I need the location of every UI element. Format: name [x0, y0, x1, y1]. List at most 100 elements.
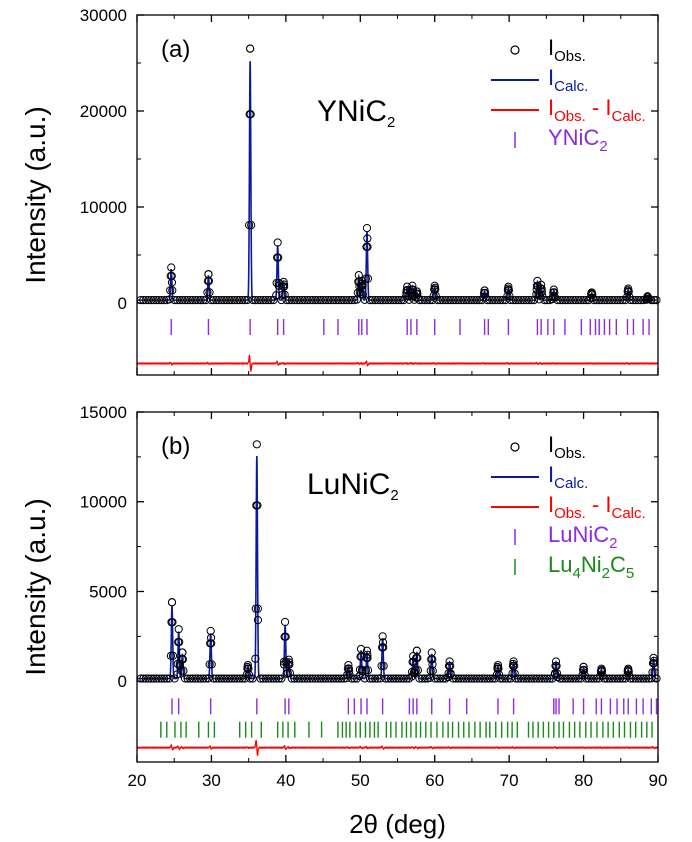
- legend-label: ICalc.: [548, 462, 588, 492]
- observed-point: [384, 296, 393, 305]
- observed-point: [266, 296, 276, 305]
- observed-point: [209, 674, 218, 683]
- observed-point: [193, 674, 203, 683]
- formula-part: LuNiC: [548, 522, 609, 547]
- observed-point: [451, 296, 461, 305]
- observed-point: [180, 674, 190, 683]
- observed-point: [178, 655, 188, 664]
- observed-point: [641, 674, 651, 683]
- observed-point: [386, 674, 395, 683]
- legend-subscript: Obs.: [554, 445, 586, 462]
- observed-point: [403, 286, 412, 295]
- observed-point: [378, 632, 387, 641]
- formula-part: Lu: [548, 552, 572, 577]
- x-tick-label: 90: [649, 771, 668, 790]
- observed-point: [272, 291, 281, 300]
- observed-point: [378, 296, 388, 305]
- observed-point: [561, 674, 570, 683]
- observed-point: [519, 296, 528, 305]
- observed-point: [545, 674, 554, 683]
- observed-point: [376, 296, 385, 305]
- observed-point: [292, 296, 302, 305]
- observed-point: [204, 674, 213, 683]
- observed-point: [475, 674, 484, 683]
- observed-point: [251, 296, 260, 305]
- observed-point: [264, 674, 273, 683]
- compound-base: LuNiC: [307, 468, 390, 501]
- observed-point: [368, 674, 377, 683]
- observed-point: [365, 296, 375, 305]
- observed-point: [287, 296, 296, 305]
- observed-point: [563, 296, 573, 305]
- observed-point: [281, 632, 290, 641]
- x-tick-label: 50: [351, 771, 370, 790]
- observed-point: [242, 670, 251, 679]
- observed-point: [514, 296, 523, 305]
- observed-point: [253, 296, 263, 305]
- observed-point: [324, 674, 333, 683]
- observed-point: [634, 296, 643, 305]
- observed-point: [360, 674, 369, 683]
- observed-point: [186, 674, 195, 683]
- observed-point: [157, 296, 166, 305]
- observed-point: [199, 296, 208, 305]
- observed-point: [413, 666, 422, 675]
- observed-point: [391, 674, 401, 683]
- observed-point: [636, 674, 645, 683]
- observed-point: [441, 296, 450, 305]
- observed-point: [344, 664, 353, 673]
- observed-point: [274, 253, 283, 262]
- observed-point: [201, 674, 210, 683]
- y-tick-label: 20000: [80, 102, 127, 121]
- observed-point: [246, 110, 255, 119]
- observed-point: [316, 296, 325, 305]
- observed-point: [522, 296, 531, 305]
- observed-point: [238, 296, 247, 305]
- observed-point: [569, 674, 578, 683]
- observed-point: [318, 674, 328, 683]
- observed-point: [329, 296, 338, 305]
- observed-point: [472, 296, 481, 305]
- legend-label: ICalc.: [548, 65, 588, 95]
- observed-point: [428, 666, 437, 675]
- legend-base: I: [548, 462, 554, 487]
- observed-point: [527, 674, 536, 683]
- observed-point: [191, 674, 200, 683]
- observed-point: [168, 618, 177, 627]
- observed-point: [470, 674, 479, 683]
- observed-point: [321, 296, 330, 305]
- observed-point: [417, 674, 427, 683]
- observed-point: [196, 296, 205, 305]
- observed-point: [532, 290, 541, 299]
- observed-point: [503, 292, 512, 301]
- observed-point: [529, 674, 539, 683]
- observed-point: [501, 674, 510, 683]
- observed-point: [467, 296, 476, 305]
- observed-point: [639, 674, 648, 683]
- observed-point: [243, 660, 252, 670]
- observed-point: [212, 296, 221, 305]
- observed-point: [183, 296, 192, 305]
- observed-point: [454, 674, 463, 683]
- observed-point: [506, 674, 515, 683]
- observed-point: [222, 674, 231, 683]
- observed-point: [308, 296, 317, 305]
- observed-point: [509, 657, 518, 666]
- observed-point: [402, 674, 411, 683]
- observed-point: [344, 660, 353, 670]
- observed-point: [445, 657, 454, 666]
- observed-point: [321, 674, 330, 683]
- observed-point: [219, 296, 229, 305]
- observed-point: [493, 296, 502, 305]
- observed-point: [608, 296, 617, 305]
- observed-point: [287, 674, 296, 683]
- observed-point: [378, 638, 388, 647]
- observed-point: [266, 674, 276, 683]
- observed-point: [386, 296, 395, 305]
- observed-point: [459, 296, 468, 305]
- observed-point: [313, 296, 322, 305]
- observed-point: [168, 286, 177, 295]
- observed-point: [253, 616, 263, 625]
- y-axis-label: Intensity (a.u.): [20, 498, 51, 675]
- observed-point: [167, 278, 177, 287]
